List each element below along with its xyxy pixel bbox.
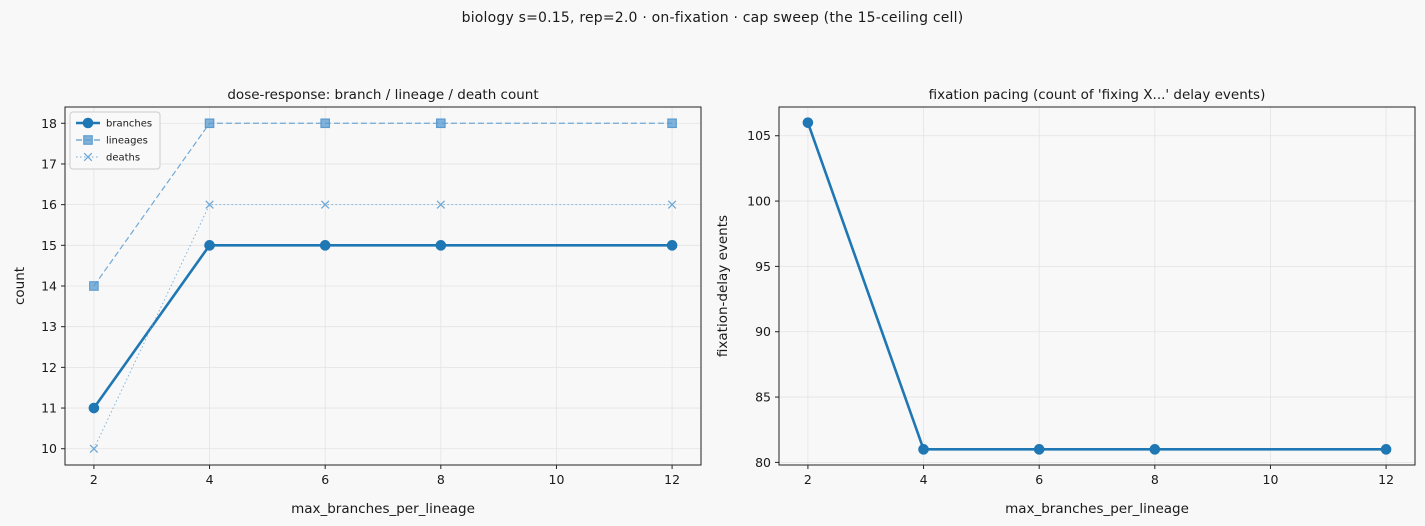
axes-frame [778, 106, 1416, 466]
data-point-lineages [89, 281, 99, 291]
data-point-branches [319, 240, 331, 251]
data-point-fixation-delay [1033, 444, 1045, 455]
data-point-lineages [667, 118, 677, 129]
data-point-deaths [436, 200, 446, 209]
x-tick-label: 12 [1378, 472, 1394, 487]
x-tick-label: 6 [321, 472, 329, 487]
x-axis-label: max_branches_per_lineage [1005, 501, 1189, 517]
data-point-branches [666, 240, 678, 251]
y-axis-label: fixation-delay events [715, 215, 731, 357]
y-tick-label: 105 [747, 128, 771, 143]
y-tick-label: 11 [41, 401, 57, 416]
x-tick-label: 4 [206, 472, 214, 487]
y-tick-label: 80 [755, 455, 771, 470]
data-point-fixation-delay [1380, 444, 1392, 455]
data-point-fixation-delay [1149, 444, 1161, 455]
x-axis-label: max_branches_per_lineage [291, 501, 475, 517]
data-point-deaths [667, 200, 677, 209]
y-tick-label: 10 [41, 441, 57, 456]
x-tick-label: 8 [437, 472, 445, 487]
x-tick-label: 10 [1263, 472, 1279, 487]
data-point-deaths [205, 200, 214, 209]
data-point-fixation-delay [802, 117, 814, 128]
data-point-branches [435, 240, 447, 251]
data-point-branches [88, 402, 100, 414]
data-point-deaths [320, 200, 330, 209]
y-axis-label: count [12, 267, 28, 305]
legend-label-deaths: deaths [106, 153, 140, 164]
plot-area [779, 107, 1415, 465]
data-point-lineages [436, 118, 446, 129]
y-tick-label: 15 [41, 238, 57, 253]
chart-title: fixation pacing (count of 'fixing X...' … [929, 87, 1266, 103]
data-point-lineages [204, 118, 215, 129]
legend: branches lineages deaths [69, 111, 161, 170]
x-tick-label: 10 [549, 472, 565, 487]
y-tick-label: 13 [41, 319, 57, 334]
x-tick-label: 6 [1035, 472, 1043, 487]
chart-title: dose-response: branch / lineage / death … [227, 87, 538, 103]
y-tick-label: 17 [41, 156, 57, 171]
x-tick-label: 2 [804, 472, 812, 487]
y-tick-label: 18 [41, 116, 57, 131]
series-line-deaths [93, 204, 673, 449]
x-tick-label: 12 [664, 472, 680, 487]
data-point-lineages [320, 118, 330, 129]
y-tick-label: 90 [755, 324, 771, 339]
x-tick-label: 2 [90, 472, 98, 487]
y-tick-label: 95 [755, 259, 771, 274]
data-point-branches [204, 240, 215, 251]
y-tick-label: 16 [41, 197, 57, 212]
x-tick-label: 4 [920, 472, 928, 487]
data-point-deaths [89, 444, 99, 453]
legend-box [69, 111, 161, 170]
y-tick-label: 12 [41, 360, 57, 375]
y-tick-label: 100 [747, 194, 771, 209]
figure-title: biology s=0.15, rep=2.0 · on-fixation · … [461, 10, 964, 26]
y-tick-label: 85 [755, 390, 771, 405]
legend-marker-deaths [83, 152, 93, 162]
legend-marker-lineages [83, 135, 93, 145]
data-point-fixation-delay [918, 444, 929, 455]
chart-panel-1: 2 4 6 8 10 12 10 11 12 13 14 15 16 17 18 dose-response:… [12, 87, 702, 517]
x-tick-label: 8 [1151, 472, 1159, 487]
legend-label-branches: branches [106, 119, 152, 130]
legend-marker-branches [82, 117, 94, 129]
chart-panel-2: 2 4 6 8 10 12 80 85 90 95 100 105 fixation pacing (c… [715, 87, 1416, 517]
legend-label-lineages: lineages [106, 136, 148, 147]
y-tick-label: 14 [41, 279, 57, 294]
